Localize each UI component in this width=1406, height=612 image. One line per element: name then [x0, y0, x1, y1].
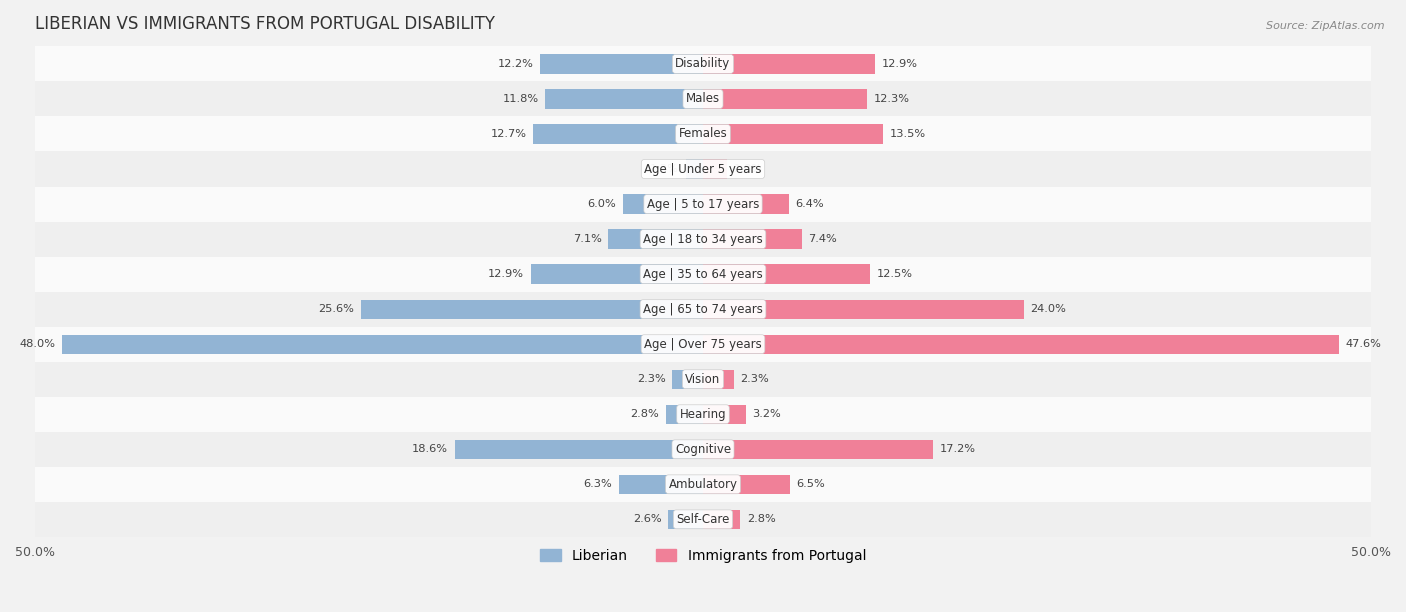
- Bar: [35, 256, 1371, 292]
- Bar: [35, 47, 1371, 81]
- Bar: [35, 222, 1371, 256]
- Bar: [686, 159, 703, 179]
- Bar: [35, 116, 1371, 152]
- Bar: [619, 475, 703, 494]
- Legend: Liberian, Immigrants from Portugal: Liberian, Immigrants from Portugal: [534, 543, 872, 568]
- Bar: [35, 397, 1371, 431]
- Text: 12.9%: 12.9%: [488, 269, 524, 279]
- Text: Age | Under 5 years: Age | Under 5 years: [644, 163, 762, 176]
- Bar: [668, 510, 703, 529]
- Bar: [546, 89, 703, 108]
- Text: 25.6%: 25.6%: [318, 304, 354, 314]
- Bar: [703, 370, 734, 389]
- Text: 2.3%: 2.3%: [741, 374, 769, 384]
- Bar: [35, 467, 1371, 502]
- Text: 7.4%: 7.4%: [808, 234, 838, 244]
- Text: Age | 5 to 17 years: Age | 5 to 17 years: [647, 198, 759, 211]
- Bar: [703, 230, 801, 248]
- Text: Source: ZipAtlas.com: Source: ZipAtlas.com: [1267, 21, 1385, 31]
- Bar: [35, 431, 1371, 467]
- Text: 2.3%: 2.3%: [637, 374, 665, 384]
- Bar: [703, 439, 932, 459]
- Bar: [35, 362, 1371, 397]
- Text: 6.3%: 6.3%: [583, 479, 612, 490]
- Bar: [361, 299, 703, 319]
- Text: 18.6%: 18.6%: [412, 444, 449, 454]
- Bar: [540, 54, 703, 73]
- Text: 1.3%: 1.3%: [650, 164, 679, 174]
- Bar: [703, 159, 727, 179]
- Text: 48.0%: 48.0%: [20, 339, 55, 349]
- Text: Females: Females: [679, 127, 727, 141]
- Text: Ambulatory: Ambulatory: [668, 478, 738, 491]
- Text: 6.4%: 6.4%: [796, 199, 824, 209]
- Bar: [530, 264, 703, 284]
- Bar: [703, 124, 883, 144]
- Bar: [703, 299, 1024, 319]
- Bar: [35, 187, 1371, 222]
- Bar: [703, 195, 789, 214]
- Text: 11.8%: 11.8%: [502, 94, 538, 104]
- Text: Age | Over 75 years: Age | Over 75 years: [644, 338, 762, 351]
- Text: 12.5%: 12.5%: [877, 269, 912, 279]
- Bar: [623, 195, 703, 214]
- Text: Age | 65 to 74 years: Age | 65 to 74 years: [643, 303, 763, 316]
- Text: Cognitive: Cognitive: [675, 442, 731, 456]
- Bar: [35, 152, 1371, 187]
- Text: 2.8%: 2.8%: [747, 514, 776, 524]
- Text: 17.2%: 17.2%: [939, 444, 976, 454]
- Text: 6.0%: 6.0%: [588, 199, 616, 209]
- Bar: [703, 54, 876, 73]
- Text: LIBERIAN VS IMMIGRANTS FROM PORTUGAL DISABILITY: LIBERIAN VS IMMIGRANTS FROM PORTUGAL DIS…: [35, 15, 495, 33]
- Text: 2.6%: 2.6%: [633, 514, 662, 524]
- Text: 1.8%: 1.8%: [734, 164, 762, 174]
- Text: 24.0%: 24.0%: [1031, 304, 1066, 314]
- Text: 7.1%: 7.1%: [572, 234, 602, 244]
- Text: 2.8%: 2.8%: [630, 409, 659, 419]
- Bar: [703, 89, 868, 108]
- Text: 12.3%: 12.3%: [875, 94, 910, 104]
- Text: 6.5%: 6.5%: [797, 479, 825, 490]
- Bar: [703, 264, 870, 284]
- Bar: [35, 502, 1371, 537]
- Text: 47.6%: 47.6%: [1346, 339, 1382, 349]
- Bar: [703, 510, 741, 529]
- Bar: [533, 124, 703, 144]
- Bar: [35, 292, 1371, 327]
- Bar: [62, 335, 703, 354]
- Bar: [454, 439, 703, 459]
- Text: Age | 18 to 34 years: Age | 18 to 34 years: [643, 233, 763, 245]
- Text: 13.5%: 13.5%: [890, 129, 927, 139]
- Bar: [703, 405, 745, 424]
- Text: 12.9%: 12.9%: [882, 59, 918, 69]
- Text: Vision: Vision: [685, 373, 721, 386]
- Bar: [35, 81, 1371, 116]
- Bar: [703, 335, 1339, 354]
- Text: Males: Males: [686, 92, 720, 105]
- Bar: [35, 327, 1371, 362]
- Text: Age | 35 to 64 years: Age | 35 to 64 years: [643, 267, 763, 281]
- Bar: [665, 405, 703, 424]
- Bar: [703, 475, 790, 494]
- Text: Self-Care: Self-Care: [676, 513, 730, 526]
- Bar: [672, 370, 703, 389]
- Text: Disability: Disability: [675, 58, 731, 70]
- Text: 12.7%: 12.7%: [491, 129, 527, 139]
- Text: 3.2%: 3.2%: [752, 409, 782, 419]
- Bar: [609, 230, 703, 248]
- Text: Hearing: Hearing: [679, 408, 727, 420]
- Text: 12.2%: 12.2%: [498, 59, 533, 69]
